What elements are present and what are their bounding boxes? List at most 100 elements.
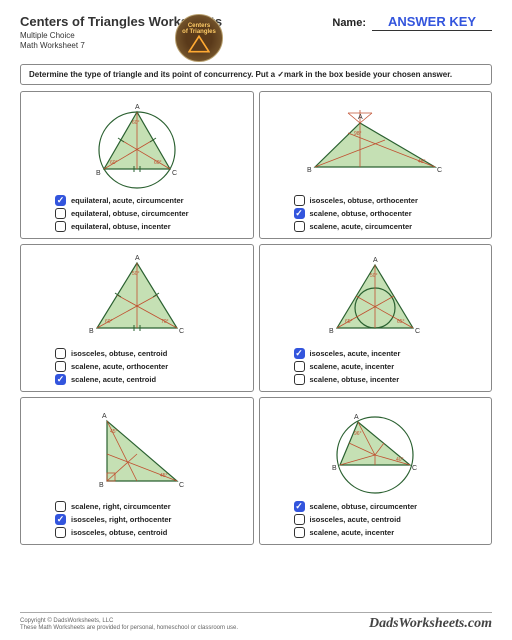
svg-text:B: B xyxy=(329,328,334,335)
checkbox-icon[interactable] xyxy=(294,348,305,359)
name-label: Name: xyxy=(332,17,366,29)
svg-text:65°: 65° xyxy=(397,319,405,325)
triangle-diagram: A B C 60° 60° 60° xyxy=(27,96,247,195)
question-card: A B C 50° 60° 70° isosceles, obtuse, centroi… xyxy=(20,244,254,392)
option-row[interactable]: isosceles, acute, centroid xyxy=(294,514,486,525)
option-label: isosceles, obtuse, centroid xyxy=(71,349,167,358)
checkbox-icon[interactable] xyxy=(294,208,305,219)
option-row[interactable]: scalene, obtuse, circumcenter xyxy=(294,501,486,512)
checkbox-icon[interactable] xyxy=(294,527,305,538)
svg-text:C: C xyxy=(415,328,420,335)
checkbox-icon[interactable] xyxy=(55,501,66,512)
option-row[interactable]: scalene, obtuse, incenter xyxy=(294,374,486,385)
checkbox-icon[interactable] xyxy=(294,501,305,512)
checkbox-icon[interactable] xyxy=(55,514,66,525)
option-label: scalene, acute, circumcenter xyxy=(310,222,413,231)
checkbox-icon[interactable] xyxy=(55,527,66,538)
options-list: isosceles, acute, incenter scalene, acute… xyxy=(266,348,486,385)
checkbox-icon[interactable] xyxy=(294,374,305,385)
triangle-diagram: ABC 50°65°65° xyxy=(266,249,486,348)
svg-text:70°: 70° xyxy=(161,319,169,325)
option-row[interactable]: equilateral, acute, circumcenter xyxy=(55,195,247,206)
option-label: isosceles, right, orthocenter xyxy=(71,515,171,524)
option-row[interactable]: scalene, right, circumcenter xyxy=(55,501,247,512)
svg-text:65°: 65° xyxy=(345,319,353,325)
option-row[interactable]: equilateral, obtuse, incenter xyxy=(55,221,247,232)
checkbox-icon[interactable] xyxy=(294,514,305,525)
checkbox-icon[interactable] xyxy=(55,374,66,385)
options-list: scalene, right, circumcenter isosceles, r… xyxy=(27,501,247,538)
option-row[interactable]: equilateral, obtuse, circumcenter xyxy=(55,208,247,219)
option-row[interactable]: isosceles, acute, incenter xyxy=(294,348,486,359)
option-row[interactable]: isosceles, obtuse, orthocenter xyxy=(294,195,486,206)
option-row[interactable]: isosceles, obtuse, centroid xyxy=(55,348,247,359)
svg-text:C: C xyxy=(437,167,442,174)
option-row[interactable]: scalene, acute, circumcenter xyxy=(294,221,486,232)
option-label: scalene, acute, incenter xyxy=(310,362,395,371)
name-value: ANSWER KEY xyxy=(372,14,492,31)
svg-text:B: B xyxy=(332,465,337,472)
option-label: scalene, acute, incenter xyxy=(310,528,395,537)
checkbox-icon[interactable] xyxy=(294,195,305,206)
option-row[interactable]: scalene, acute, incenter xyxy=(294,527,486,538)
checkbox-icon[interactable] xyxy=(294,361,305,372)
question-card: ABC 98°45° isosceles, obtuse, orthocente… xyxy=(259,91,493,239)
svg-text:98°: 98° xyxy=(354,131,362,137)
option-label: scalene, obtuse, incenter xyxy=(310,375,400,384)
svg-text:C: C xyxy=(412,465,417,472)
triangle-diagram: ABC 96°40° xyxy=(266,402,486,501)
option-row[interactable]: scalene, acute, centroid xyxy=(55,374,247,385)
checkbox-icon[interactable] xyxy=(55,208,66,219)
svg-text:A: A xyxy=(373,257,378,264)
svg-text:45°: 45° xyxy=(418,159,426,165)
footer: Copyright © DadsWorksheets, LLC These Ma… xyxy=(20,612,492,632)
svg-text:A: A xyxy=(135,104,140,111)
option-row[interactable]: isosceles, right, orthocenter xyxy=(55,514,247,525)
question-card: ABC 50°65°65° isosceles, acute, incenter… xyxy=(259,244,493,392)
svg-text:50°: 50° xyxy=(132,271,140,277)
checkbox-icon[interactable] xyxy=(55,361,66,372)
svg-text:A: A xyxy=(358,114,363,121)
svg-text:B: B xyxy=(99,482,104,489)
option-label: isosceles, acute, centroid xyxy=(310,515,401,524)
svg-text:60°: 60° xyxy=(154,160,162,166)
option-label: equilateral, obtuse, incenter xyxy=(71,222,171,231)
triangle-diagram: A B C 50° 60° 70° xyxy=(27,249,247,348)
checkbox-icon[interactable] xyxy=(294,221,305,232)
options-list: equilateral, acute, circumcenter equilate… xyxy=(27,195,247,232)
option-label: scalene, obtuse, orthocenter xyxy=(310,209,412,218)
svg-text:A: A xyxy=(354,414,359,421)
instruction: Determine the type of triangle and its p… xyxy=(20,64,492,85)
svg-text:45°: 45° xyxy=(110,429,118,435)
svg-text:A: A xyxy=(135,255,140,262)
svg-text:60°: 60° xyxy=(132,120,140,126)
svg-text:B: B xyxy=(96,170,101,177)
option-row[interactable]: scalene, acute, orthocenter xyxy=(55,361,247,372)
question-card: ABC 45°45° scalene, right, circumcenteri… xyxy=(20,397,254,545)
svg-text:60°: 60° xyxy=(105,319,113,325)
checkbox-icon[interactable] xyxy=(55,348,66,359)
option-label: isosceles, acute, incenter xyxy=(310,349,401,358)
svg-text:40°: 40° xyxy=(396,457,404,463)
option-label: scalene, right, circumcenter xyxy=(71,502,171,511)
checkbox-icon[interactable] xyxy=(55,221,66,232)
option-row[interactable]: scalene, obtuse, orthocenter xyxy=(294,208,486,219)
triangle-diagram: ABC 45°45° xyxy=(27,402,247,501)
checkbox-icon[interactable] xyxy=(55,195,66,206)
option-label: equilateral, obtuse, circumcenter xyxy=(71,209,189,218)
question-card: A B C 60° 60° 60° equilateral, acute, circum… xyxy=(20,91,254,239)
svg-text:C: C xyxy=(179,482,184,489)
triangle-diagram: ABC 98°45° xyxy=(266,96,486,195)
options-list: scalene, obtuse, circumcenter isosceles, … xyxy=(266,501,486,538)
svg-text:60°: 60° xyxy=(110,160,118,166)
option-row[interactable]: scalene, acute, incenter xyxy=(294,361,486,372)
svg-text:C: C xyxy=(179,328,184,335)
copyright-1: Copyright © DadsWorksheets, LLC xyxy=(20,618,238,625)
option-label: equilateral, acute, circumcenter xyxy=(71,196,184,205)
option-row[interactable]: isosceles, obtuse, centroid xyxy=(55,527,247,538)
svg-text:C: C xyxy=(172,170,177,177)
copyright-2: These Math Worksheets are provided for p… xyxy=(20,625,238,632)
option-label: isosceles, obtuse, orthocenter xyxy=(310,196,418,205)
question-card: ABC 96°40° scalene, obtuse, circumcenter… xyxy=(259,397,493,545)
svg-text:B: B xyxy=(89,328,94,335)
